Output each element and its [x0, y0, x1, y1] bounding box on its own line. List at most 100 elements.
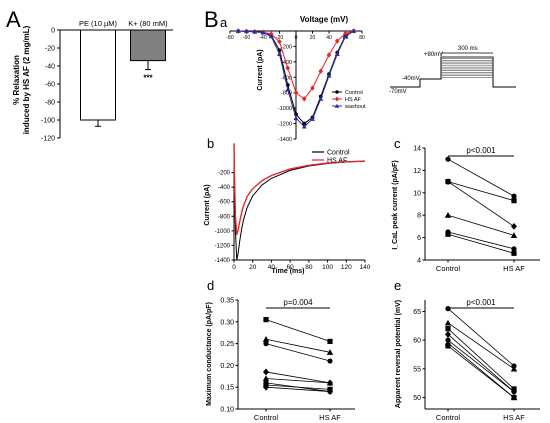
- panel-ba-series-marker: [244, 28, 249, 34]
- panel-bd-ylabel: Maximum conductance (pA/pF): [206, 302, 213, 406]
- panel-bc-paired-plot: 4 6 8 10 12 14 Control HS AF p<0.001 I_CaL peak c…: [392, 146, 540, 273]
- panel-bc-pair-line: [447, 233, 515, 254]
- panel-a-ytick-label: -40: [45, 64, 55, 71]
- panel-bc-significance-label: p<0.001: [466, 146, 496, 155]
- panel-ba-series-marker: [252, 29, 258, 34]
- panel-ba-series-marker: [351, 28, 357, 33]
- panel-ba-series-marker: [268, 33, 274, 39]
- panel-ba-series-marker: [235, 28, 241, 33]
- panel-bd-point-hsaf: [327, 388, 333, 395]
- panel-a-ytick-label: -80: [45, 100, 55, 107]
- panel-bd-ytick-label: 0.20: [220, 363, 234, 370]
- panel-ba-xtick-label: -80: [226, 35, 233, 41]
- panel-bd-point-hsaf: [327, 358, 333, 364]
- panel-a-ytick-label: -100: [41, 118, 55, 125]
- panel-be-point-control: [445, 326, 451, 332]
- panel-bd-pair-line: [265, 371, 331, 384]
- panel-bb-ytick-label: -200: [218, 171, 231, 177]
- panel-a-bar: [80, 29, 116, 121]
- panel-ba-iv-curve: Voltage (mV) Current (pA) -80 -60 -40 -20 0 2…: [226, 15, 366, 143]
- panel-bc-pair-line: [447, 214, 515, 236]
- panel-bc-point-control: [444, 212, 452, 218]
- panel-bd-pair-line: [265, 386, 331, 392]
- panel-bc-point-hsaf: [511, 250, 517, 256]
- panel-bc-ytick-label: 4: [417, 258, 421, 265]
- panel-bc-point-control: [445, 178, 451, 185]
- panel-ba-title: Voltage (mV): [300, 15, 349, 24]
- panel-a-ytick-label: -20: [45, 46, 55, 53]
- protocol-duration-label: 300 ms: [458, 46, 478, 52]
- panel-ba-series-marker: [293, 90, 299, 96]
- panel-be-point-control: [445, 343, 451, 349]
- panel-bd-point-control: [263, 383, 269, 391]
- panel-ba-xtick-label: 20: [310, 35, 316, 41]
- panel-bd-point-hsaf: [326, 379, 334, 386]
- panel-ba-ytick-label: -1400: [278, 137, 292, 143]
- panel-ba-series-marker: [318, 96, 324, 101]
- panel-be-point-control: [445, 306, 451, 312]
- panel-bb-xtick-label: 140: [360, 264, 371, 271]
- panel-ba-series-marker: [285, 87, 291, 92]
- panel-bc-xtick-label: HS AF: [503, 264, 525, 273]
- panel-bb-xtick-label: 20: [249, 264, 257, 271]
- panel-letter-c: c: [394, 136, 401, 151]
- panel-bb-ytick-label: -600: [218, 200, 231, 206]
- panel-bb-ytick-label: -400: [218, 185, 231, 191]
- panel-bd-ytick-label: 0.25: [220, 341, 234, 348]
- panel-ba-series-marker: [302, 121, 307, 126]
- panel-ba-xtick-label: 40: [326, 35, 332, 41]
- panel-bb-xtick-label: 40: [268, 264, 276, 271]
- panel-ba-xtick-label: -40: [259, 35, 266, 41]
- panel-be-pair-line: [447, 345, 515, 398]
- panel-letter-B: B: [204, 7, 219, 32]
- panel-ba-ytick-label: -200: [281, 44, 292, 50]
- panel-bd-point-control: [263, 317, 269, 323]
- panel-a-bar-chart: % Relaxation induced by HS AF (2 mg/mL) …: [12, 19, 173, 143]
- panel-be-ylabel: Apparent reversal potential (mV): [395, 300, 402, 408]
- panel-bc-ylabel: I_CaL peak current (pA/pF): [392, 160, 399, 249]
- panel-ba-series-marker: [343, 33, 348, 39]
- panel-bb-ylabel: Current (pA): [204, 184, 211, 225]
- panel-bd-paired-plot: 0.10 0.15 0.20 0.25 0.30 0.35 Control HS AF p=0.…: [206, 298, 355, 422]
- panel-be-ytick-label: 65: [413, 309, 421, 316]
- panel-ba-series-marker: [318, 68, 324, 74]
- panel-a-ytick-label: -60: [45, 82, 55, 89]
- panel-bb-legend-label: HS AF: [327, 158, 347, 165]
- panel-bb-ytick-label: -1400: [215, 258, 231, 264]
- panel-bd-point-control: [262, 336, 270, 342]
- panel-be-point-control: [444, 319, 452, 326]
- panel-ba-ylabel: Current (pA): [257, 49, 264, 90]
- panel-a-ytick-label: -120: [41, 136, 55, 143]
- panel-letter-b: b: [207, 136, 214, 151]
- panel-bc-point-hsaf: [510, 232, 518, 238]
- panel-a-ylabel-line1: % Relaxation: [12, 55, 21, 105]
- panel-ba-series-marker: [277, 39, 282, 45]
- panel-ba-series-marker: [301, 124, 307, 129]
- panel-a-ytick-label: 0: [51, 28, 55, 35]
- panel-bd-ytick-label: 0.35: [220, 298, 234, 305]
- panel-ba-legend-marker: [334, 96, 340, 102]
- panel-bc-point-control: [445, 231, 451, 237]
- voltage-protocol-inset: +80mV 300 ms -40mV -70mV: [389, 46, 516, 95]
- panel-bd-point-hsaf: [327, 338, 333, 345]
- panel-be-pair-line: [447, 328, 515, 390]
- panel-bd-significance-label: p=0.004: [283, 298, 313, 307]
- panel-ba-series-marker: [310, 116, 315, 121]
- panel-letter-A: A: [6, 7, 21, 32]
- panel-ba-series-marker: [334, 51, 340, 57]
- panel-bb-ytick-label: -1000: [215, 229, 231, 235]
- panel-bc-pair-line: [447, 231, 515, 250]
- panel-be-ytick-label: 60: [413, 338, 421, 345]
- panel-bc-point-control: [445, 156, 451, 162]
- panel-bc-point-hsaf: [511, 193, 517, 199]
- panel-ba-xtick-label: -20: [276, 35, 283, 41]
- protocol-step1-label: -40mV: [402, 76, 420, 82]
- panel-bc-ytick-label: 10: [413, 190, 421, 197]
- panel-bd-ytick-label: 0.15: [220, 385, 234, 392]
- panel-ba-series-marker: [277, 51, 282, 57]
- panel-be-pair-line: [447, 322, 515, 370]
- panel-bd-xtick-label: Control: [254, 413, 279, 422]
- panel-be-significance-label: p<0.001: [466, 298, 496, 307]
- panel-letter-Ba: a: [220, 15, 228, 30]
